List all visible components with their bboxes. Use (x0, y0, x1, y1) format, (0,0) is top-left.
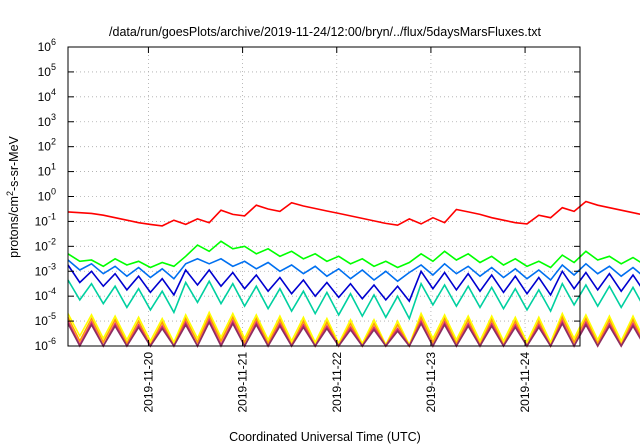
y-tick-base: 10 (35, 289, 49, 303)
y-tick-base: 10 (38, 165, 52, 179)
y-tick-exp: -5 (48, 311, 56, 321)
y-tick-base: 10 (38, 90, 52, 104)
x-tick-label: 2019-11-21 (236, 352, 250, 413)
y-tick-exp: 4 (51, 87, 56, 97)
x-axis: 2019-11-20 2019-11-21 2019-11-22 2019-11-23… (141, 47, 532, 413)
y-tick-base: 10 (35, 214, 49, 228)
series-line-7 (67, 314, 640, 348)
y-tick-label: 10-3 (35, 261, 56, 278)
y-tick-base: 10 (35, 314, 49, 328)
y-tick-label: 105 (38, 62, 56, 79)
y-tick-label: 102 (38, 137, 56, 154)
y-tick-base: 10 (38, 65, 52, 79)
x-tick-label: 2019-11-24 (518, 352, 532, 413)
y-tick-base: 10 (35, 339, 49, 353)
x-axis-label: Coordinated Universal Time (UTC) (229, 430, 421, 444)
y-tick-label: 10-5 (35, 311, 56, 328)
y-tick-label: 10-1 (35, 211, 56, 228)
plot-series (67, 200, 640, 348)
y-tick-base: 10 (38, 190, 52, 204)
y-tick-label: 100 (38, 187, 56, 204)
x-tick-label: 2019-11-23 (424, 352, 438, 413)
y-axis-label: protons/cm2-s-sr-MeV (5, 135, 21, 257)
y-tick-label: 101 (38, 162, 56, 179)
y-tick-label: 104 (38, 87, 56, 104)
y-tick-exp: 6 (51, 37, 56, 47)
y-tick-base: 10 (35, 264, 49, 278)
series-line-1 (67, 200, 640, 227)
y-tick-base: 10 (38, 140, 52, 154)
x-tick-label: 2019-11-20 (141, 352, 155, 413)
series-line-2 (67, 240, 640, 269)
y-axis-label-pre: protons/cm (7, 196, 21, 258)
y-tick-label: 10-4 (35, 286, 56, 303)
y-tick-exp: 0 (51, 187, 56, 197)
y-tick-exp: 2 (51, 137, 56, 147)
x-tick-label: 2019-11-22 (330, 352, 344, 413)
chart-title: /data/run/goesPlots/archive/2019-11-24/1… (109, 25, 541, 39)
series-line-5 (67, 279, 640, 321)
y-tick-exp: 1 (51, 162, 56, 172)
y-tick-label: 10-6 (35, 336, 56, 353)
y-tick-exp: -3 (48, 261, 56, 271)
series-line-4 (67, 264, 640, 303)
y-axis-label-sup: 2 (5, 191, 15, 196)
y-tick-label: 10-2 (35, 236, 56, 253)
y-axis: 10-610-510-410-310-210-11001011021031041… (35, 37, 580, 353)
series-line-3 (67, 257, 640, 283)
y-tick-exp: -1 (48, 211, 56, 221)
y-tick-label: 106 (38, 37, 56, 54)
y-tick-base: 10 (38, 40, 52, 54)
y-tick-exp: -4 (48, 286, 56, 296)
y-tick-exp: -6 (48, 336, 56, 346)
y-tick-exp: 5 (51, 62, 56, 72)
y-tick-label: 103 (38, 112, 56, 129)
y-tick-base: 10 (35, 239, 49, 253)
series-line-6 (67, 310, 640, 347)
y-tick-exp: 3 (51, 112, 56, 122)
y-tick-base: 10 (38, 115, 52, 129)
y-tick-exp: -2 (48, 236, 56, 246)
y-axis-label-post: -s-sr-MeV (7, 135, 21, 191)
